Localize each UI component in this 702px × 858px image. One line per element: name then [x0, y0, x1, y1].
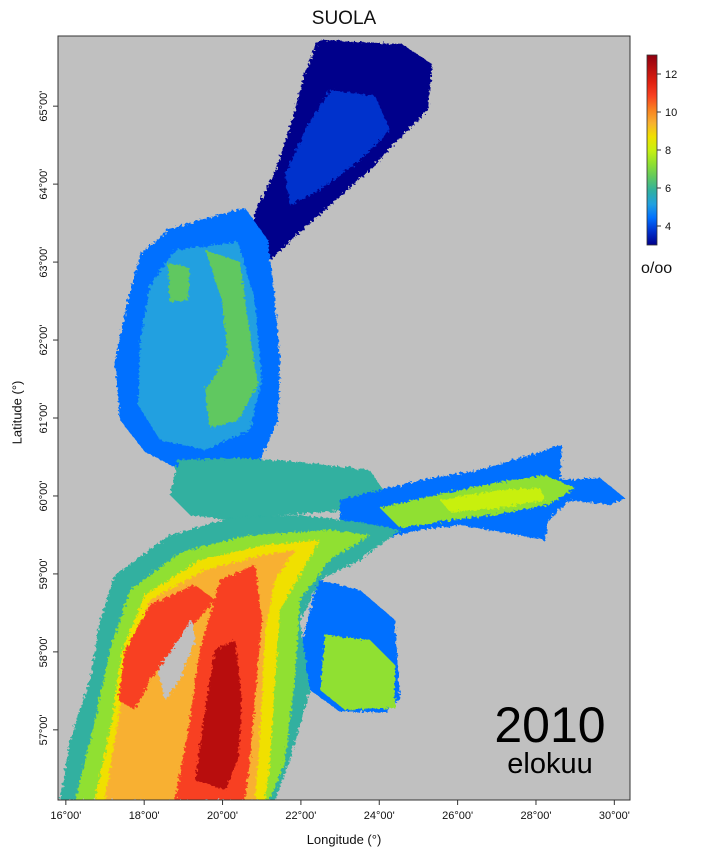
gulf-of-riga-inner [320, 635, 395, 710]
archipelago-water [170, 458, 390, 520]
y-tick-label: 63°00' [38, 247, 50, 278]
y-tick-label: 60°00' [38, 480, 50, 511]
bothnian-sea-center [205, 250, 258, 428]
y-tick-label: 59°00' [38, 558, 50, 589]
gulf-of-finland-core [440, 488, 545, 512]
x-tick-label: 30°00' [599, 810, 630, 822]
y-tick-label: 64°00' [38, 169, 50, 200]
bothnian-bay-inner [285, 90, 390, 205]
gotland-deep-core [195, 640, 242, 790]
sea-layer [60, 40, 625, 800]
x-axis-label: Longitude (°) [306, 832, 382, 847]
x-tick-label: 20°00' [207, 810, 238, 822]
colorbar [646, 54, 658, 246]
y-tick-label: 61°00' [38, 403, 50, 434]
x-tick-label: 16°00' [50, 810, 81, 822]
colorbar-tick-label: 8 [665, 145, 671, 157]
y-axis-label: Latitude (°) [9, 380, 25, 445]
x-tick-label: 18°00' [129, 810, 160, 822]
y-tick-label: 57°00' [38, 714, 50, 745]
colorbar-tick-label: 6 [665, 183, 671, 195]
y-tick-label: 58°00' [38, 636, 50, 667]
x-tick-label: 26°00' [442, 810, 473, 822]
map-title: SUOLA [311, 8, 377, 29]
colorbar-tick-label: 10 [665, 107, 677, 119]
y-axis: 57°00' 58°00' 59°00' 60°00' 61°00' 62°00' 63°0… [38, 91, 58, 745]
baltic-proper-red [118, 585, 215, 710]
colorbar-tick-label: 12 [665, 69, 677, 81]
y-tick-label: 62°00' [38, 325, 50, 356]
year-label: 2010 [494, 697, 606, 753]
y-tick-label: 65°00' [38, 91, 50, 122]
x-tick-label: 24°00' [364, 810, 395, 822]
month-label: elokuu [507, 748, 593, 780]
x-tick-label: 28°00' [520, 810, 551, 822]
x-axis: 16°00' 18°00' 20°00' 22°00' 24°00' 26°00' 28°0… [50, 800, 630, 822]
colorbar-unit-label: o/oo [641, 260, 673, 277]
bothnian-sea-west [168, 262, 190, 302]
colorbar-ticks: 4 6 8 10 12 [657, 69, 677, 233]
gotland-island-land [158, 620, 195, 700]
x-tick-label: 22°00' [285, 810, 316, 822]
colorbar-tick-label: 4 [665, 221, 671, 233]
